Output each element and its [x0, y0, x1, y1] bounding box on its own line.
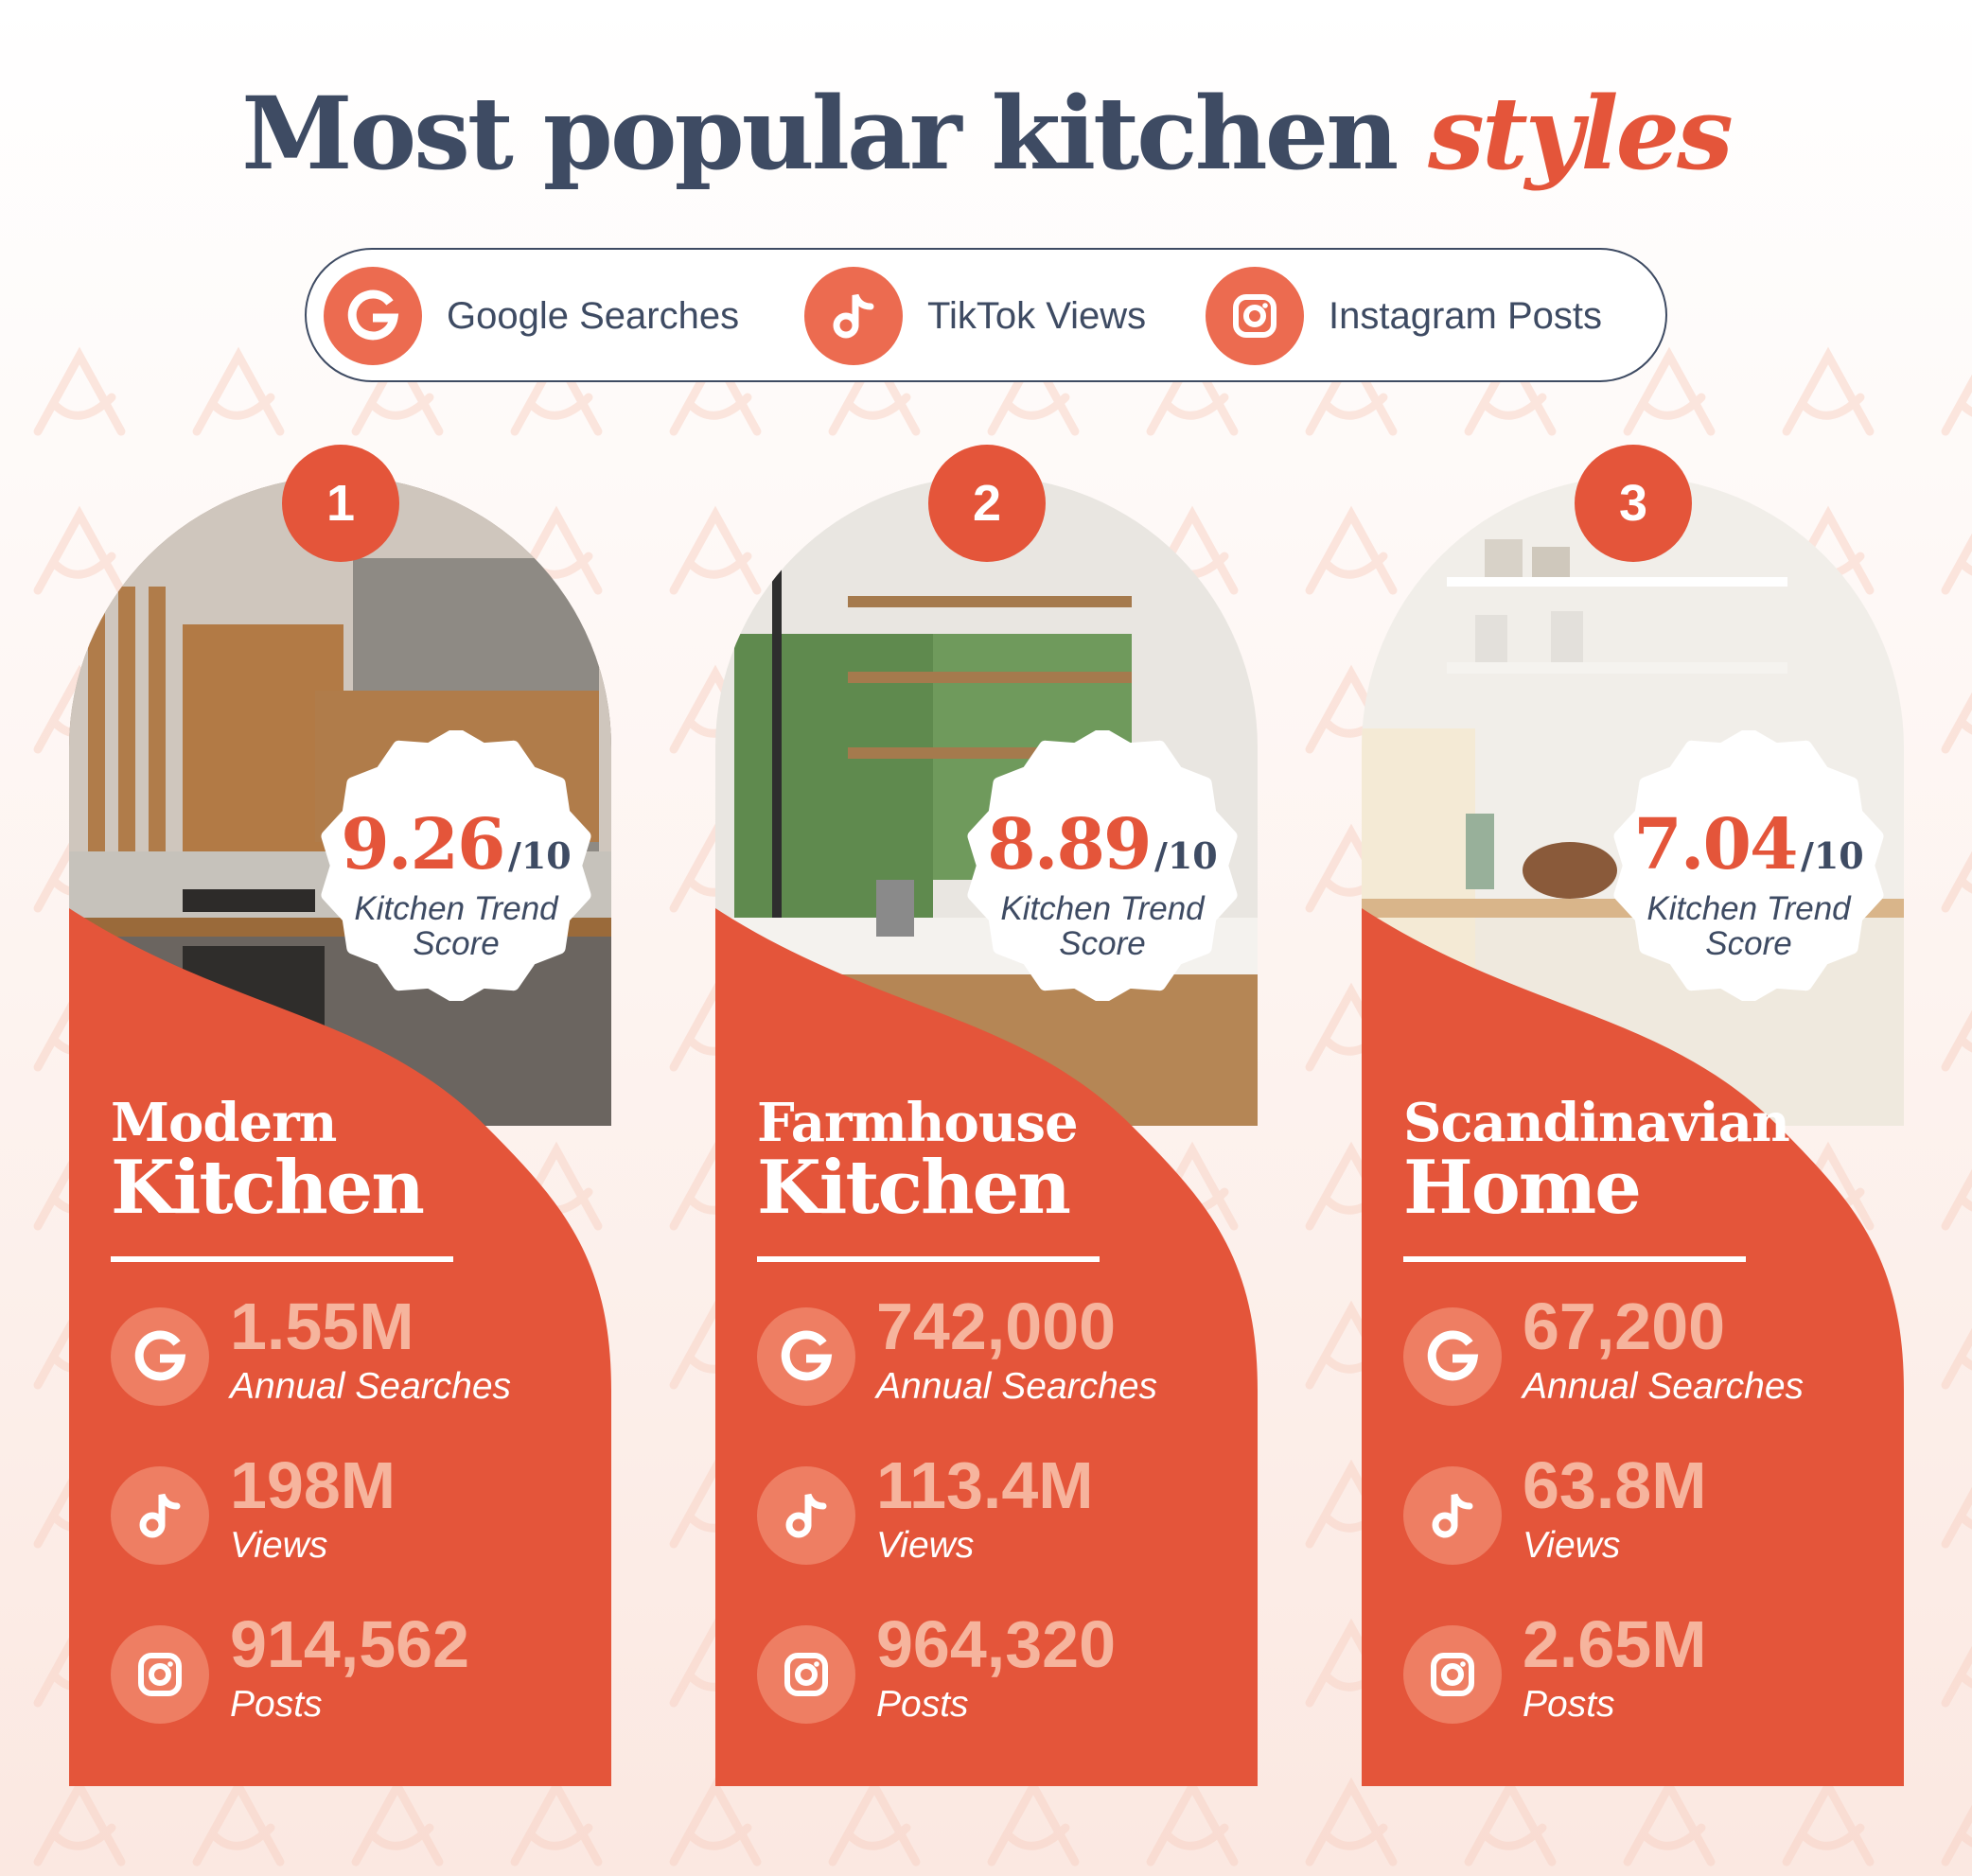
score-label: Kitchen Trend Score [354, 890, 558, 962]
stat-instagram: 2.65M Posts [1403, 1607, 1895, 1725]
style-name-line2: Kitchen [111, 1145, 425, 1231]
stat-label: Annual Searches [876, 1366, 1158, 1407]
rank-badge: 2 [928, 445, 1046, 562]
instagram-icon [111, 1625, 209, 1724]
scallop-shape [321, 730, 591, 1001]
card-modern-kitchen: 1 9.26 /10 Kitchen Trend Score Modern Ki… [69, 445, 611, 1786]
stat-label: Posts [1523, 1684, 1615, 1725]
tiktok-icon [804, 267, 903, 365]
style-name-line2: Home [1403, 1145, 1642, 1231]
legend-label: Instagram Posts [1329, 294, 1603, 337]
score-max: /10 [1153, 834, 1218, 877]
legend: Google Searches TikTok Views Instagram P… [305, 248, 1667, 382]
legend-label: Google Searches [447, 294, 740, 337]
google-icon [757, 1307, 855, 1406]
stat-google: 1.55M Annual Searches [111, 1289, 603, 1407]
stat-value: 198M [230, 1448, 396, 1522]
score-badge: 9.26 /10 Kitchen Trend Score [321, 730, 591, 1001]
scallop-shape [1613, 730, 1884, 1001]
score-badge: 7.04 /10 Kitchen Trend Score [1613, 730, 1884, 1001]
title-main: Most popular kitchen [241, 74, 1399, 192]
stat-tiktok: 198M Views [111, 1448, 603, 1566]
stat-instagram: 914,562 Posts [111, 1607, 603, 1725]
title-accent: styles [1428, 74, 1734, 192]
score-value: 7.04 [1633, 804, 1798, 885]
stat-value: 67,200 [1523, 1289, 1726, 1363]
tiktok-icon [1403, 1466, 1502, 1565]
tiktok-icon [757, 1466, 855, 1565]
style-name-line2: Kitchen [757, 1145, 1071, 1231]
stat-value: 63.8M [1523, 1448, 1707, 1522]
divider [757, 1256, 1100, 1262]
score-max: /10 [1800, 834, 1864, 877]
score-label: Kitchen Trend Score [1646, 890, 1851, 962]
stat-label: Annual Searches [1523, 1366, 1805, 1407]
stat-value: 2.65M [1523, 1607, 1707, 1681]
legend-item-instagram: Instagram Posts [1206, 267, 1602, 365]
legend-item-google: Google Searches [324, 267, 739, 365]
card-scandinavian-home: 3 7.04 /10 Kitchen Trend Score Scandinav… [1362, 445, 1904, 1786]
stat-value: 113.4M [876, 1448, 1094, 1522]
score-max: /10 [507, 834, 572, 877]
stat-label: Posts [230, 1684, 323, 1725]
instagram-icon [1403, 1625, 1502, 1724]
stat-tiktok: 63.8M Views [1403, 1448, 1895, 1566]
card-background [715, 476, 1258, 1786]
stat-label: Annual Searches [230, 1366, 512, 1407]
stat-instagram: 964,320 Posts [757, 1607, 1249, 1725]
stat-label: Views [230, 1525, 328, 1566]
google-icon [1403, 1307, 1502, 1406]
style-name-line1: Modern [111, 1092, 337, 1154]
score-value: 8.89 [987, 804, 1152, 885]
style-name-line1: Farmhouse [757, 1092, 1079, 1154]
stat-value: 742,000 [876, 1289, 1117, 1363]
stat-tiktok: 113.4M Views [757, 1448, 1249, 1566]
legend-item-tiktok: TikTok Views [804, 267, 1146, 365]
google-icon [111, 1307, 209, 1406]
page-title: Most popular kitchen styles [0, 74, 1972, 192]
stat-label: Posts [876, 1684, 969, 1725]
style-name-line1: Scandinavian [1403, 1092, 1790, 1154]
stat-google: 742,000 Annual Searches [757, 1289, 1249, 1407]
divider [1403, 1256, 1746, 1262]
instagram-icon [757, 1625, 855, 1724]
stat-value: 1.55M [230, 1289, 414, 1363]
score-value: 9.26 [341, 804, 505, 885]
divider [111, 1256, 453, 1262]
stat-value: 914,562 [230, 1607, 470, 1681]
stat-label: Views [1523, 1525, 1621, 1566]
rank-badge: 3 [1575, 445, 1692, 562]
google-icon [324, 267, 422, 365]
score-label: Kitchen Trend Score [1000, 890, 1205, 962]
card-farmhouse-kitchen: 2 8.89 /10 Kitchen Trend Score Farmhouse… [715, 445, 1258, 1786]
score-badge: 8.89 /10 Kitchen Trend Score [967, 730, 1238, 1001]
rank-badge: 1 [282, 445, 399, 562]
instagram-icon [1206, 267, 1304, 365]
tiktok-icon [111, 1466, 209, 1565]
scallop-shape [967, 730, 1238, 1001]
legend-label: TikTok Views [927, 294, 1147, 337]
stat-label: Views [876, 1525, 975, 1566]
stat-value: 964,320 [876, 1607, 1117, 1681]
stat-google: 67,200 Annual Searches [1403, 1289, 1895, 1407]
